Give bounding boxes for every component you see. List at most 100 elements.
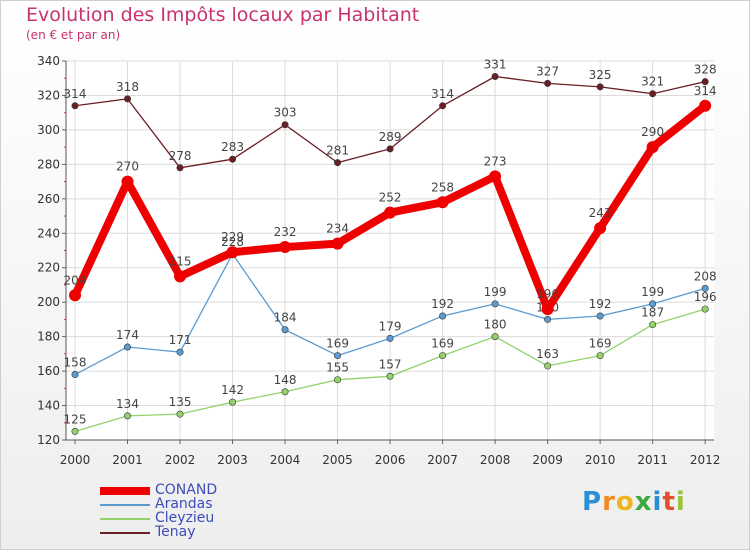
data-point-conand [384,206,397,219]
data-point-conand [226,246,239,259]
y-tick-label: 300 [37,123,60,137]
data-point-arandas [596,312,604,320]
data-point-conand [541,303,554,316]
y-tick-label: 280 [37,157,60,171]
x-tick-label: 2003 [217,453,248,467]
data-point-conand [699,99,712,112]
data-point-cleyzieu [596,352,604,360]
data-point-tenay [544,79,552,87]
data-point-conand [646,141,659,154]
legend-item-arandas: Arandas [100,496,300,512]
data-point-conand [436,196,449,209]
x-tick-label: 2011 [637,453,668,467]
x-tick-label: 2004 [270,453,301,467]
x-tick-label: 2006 [375,453,406,467]
data-point-cleyzieu [544,362,552,370]
data-label-arandas: 171 [169,333,192,347]
data-point-tenay [124,95,132,103]
data-label-conand: 252 [379,191,402,205]
data-label-conand: 290 [641,125,664,139]
data-point-cleyzieu [71,427,79,435]
data-point-cleyzieu [439,352,447,360]
data-label-tenay: 283 [221,140,244,154]
chart-title: Evolution des Impôts locaux par Habitant [26,4,420,26]
data-point-arandas [71,371,79,379]
legend-swatch-cleyzieu [100,518,150,520]
x-tick-label: 2012 [690,453,721,467]
data-label-arandas: 208 [694,269,717,283]
data-label-tenay: 325 [589,68,612,82]
data-label-conand: 215 [169,254,192,268]
data-label-tenay: 278 [169,149,192,163]
data-point-arandas [701,284,709,292]
data-point-tenay [491,73,499,81]
data-label-arandas: 192 [589,297,612,311]
data-label-cleyzieu: 163 [536,347,559,361]
legend-item-cleyzieu: Cleyzieu [100,510,300,526]
data-label-cleyzieu: 169 [589,337,612,351]
data-label-conand: 229 [221,230,244,244]
legend-swatch-conand [100,487,150,495]
x-tick-label: 2010 [585,453,616,467]
y-tick-label: 320 [37,88,60,102]
legend-swatch-arandas [100,504,150,506]
data-point-cleyzieu [281,388,289,396]
logo-letter: P [582,487,603,517]
data-label-tenay: 318 [116,80,139,94]
y-tick-label: 180 [37,330,60,344]
data-label-conand: 204 [64,273,87,287]
data-point-cleyzieu [124,412,132,420]
data-label-conand: 243 [589,206,612,220]
data-label-tenay: 289 [379,130,402,144]
data-label-cleyzieu: 125 [64,412,87,426]
data-point-tenay [281,121,289,129]
y-tick-label: 220 [37,261,60,275]
data-point-arandas [491,300,499,308]
data-point-cleyzieu [334,376,342,384]
logo-letter: x [634,487,653,517]
data-label-tenay: 314 [431,87,454,101]
data-label-cleyzieu: 148 [274,373,297,387]
data-point-cleyzieu [649,321,657,329]
data-label-cleyzieu: 180 [484,318,507,332]
y-tick-label: 260 [37,192,60,206]
y-tick-label: 160 [37,364,60,378]
data-point-tenay [596,83,604,91]
data-label-cleyzieu: 169 [431,337,454,351]
y-tick-label: 140 [37,399,60,413]
data-point-arandas [124,343,132,351]
legend: CONAND Arandas Cleyzieu Tenay [100,482,300,540]
data-label-cleyzieu: 196 [694,290,717,304]
data-point-tenay [701,78,709,86]
data-label-tenay: 314 [64,87,87,101]
data-point-tenay [176,164,184,172]
data-label-arandas: 192 [431,297,454,311]
data-point-conand [121,175,134,188]
data-label-conand: 234 [326,222,349,236]
data-point-tenay [71,102,79,110]
data-label-conand: 232 [274,225,297,239]
legend-label-arandas: Arandas [155,496,213,512]
data-point-arandas [281,326,289,334]
x-tick-label: 2000 [60,453,91,467]
data-label-arandas: 199 [641,285,664,299]
data-label-arandas: 174 [116,328,139,342]
data-point-tenay [229,155,237,163]
data-label-cleyzieu: 187 [641,306,664,320]
data-label-conand: 314 [694,84,717,98]
data-point-conand [279,241,292,254]
logo-letter: o [615,487,635,517]
x-tick-label: 2009 [532,453,563,467]
data-point-cleyzieu [229,398,237,406]
data-point-arandas [334,352,342,360]
y-tick-label: 200 [37,295,60,309]
data-label-arandas: 228 [221,235,244,249]
data-label-cleyzieu: 134 [116,397,139,411]
x-tick-label: 2008 [480,453,511,467]
logo-letter: r [602,487,616,517]
data-label-arandas: 179 [379,319,402,333]
data-point-arandas [176,348,184,356]
x-tick-label: 2002 [165,453,196,467]
data-label-arandas: 169 [326,337,349,351]
